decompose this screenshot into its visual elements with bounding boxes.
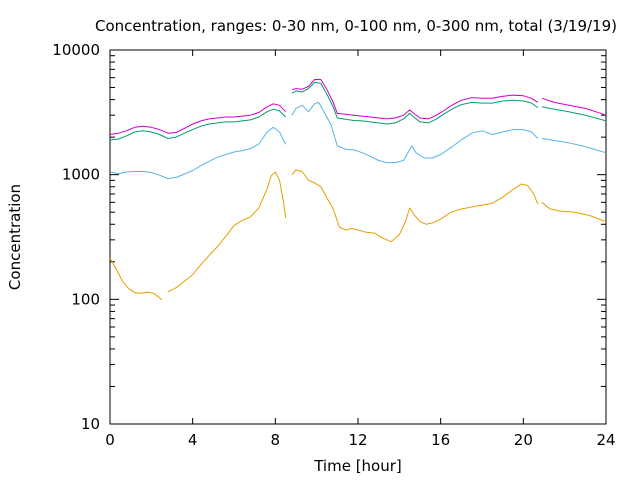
y-tick-label: 1000 [62, 166, 100, 184]
series-line [541, 97, 607, 116]
plot-area [109, 49, 607, 425]
series-line [109, 103, 287, 135]
series-line [541, 106, 607, 122]
series-line [291, 79, 539, 120]
y-axis-label: Concentration [6, 184, 24, 290]
series-1 [109, 101, 607, 180]
series-line [541, 201, 607, 223]
series-line [291, 101, 539, 164]
x-tick-label: 16 [431, 431, 450, 449]
series-line [109, 257, 163, 301]
series-line [541, 138, 607, 154]
y-tick-label: 10000 [52, 41, 100, 59]
series-0 [109, 169, 607, 301]
series-line [109, 126, 287, 180]
x-tick-label: 20 [514, 431, 533, 449]
series-line [109, 108, 287, 141]
series-2 [109, 81, 607, 141]
x-tick-label: 24 [596, 431, 615, 449]
x-tick-label: 0 [105, 431, 115, 449]
series-line [167, 171, 287, 293]
series-group [109, 79, 607, 301]
x-tick-label: 12 [348, 431, 367, 449]
x-tick-label: 8 [271, 431, 281, 449]
series-3 [109, 79, 607, 135]
series-line [291, 169, 539, 243]
y-tick-label: 100 [71, 290, 100, 308]
series-line [291, 81, 539, 125]
axis-ticks: 0 4 8 12 16 20 24 10 100 1000 10000 [52, 41, 615, 449]
y-tick-label: 10 [81, 415, 100, 433]
chart-title: Concentration, ranges: 0-30 nm, 0-100 nm… [95, 17, 617, 35]
x-axis-label: Time [hour] [313, 457, 402, 475]
x-tick-label: 4 [188, 431, 198, 449]
